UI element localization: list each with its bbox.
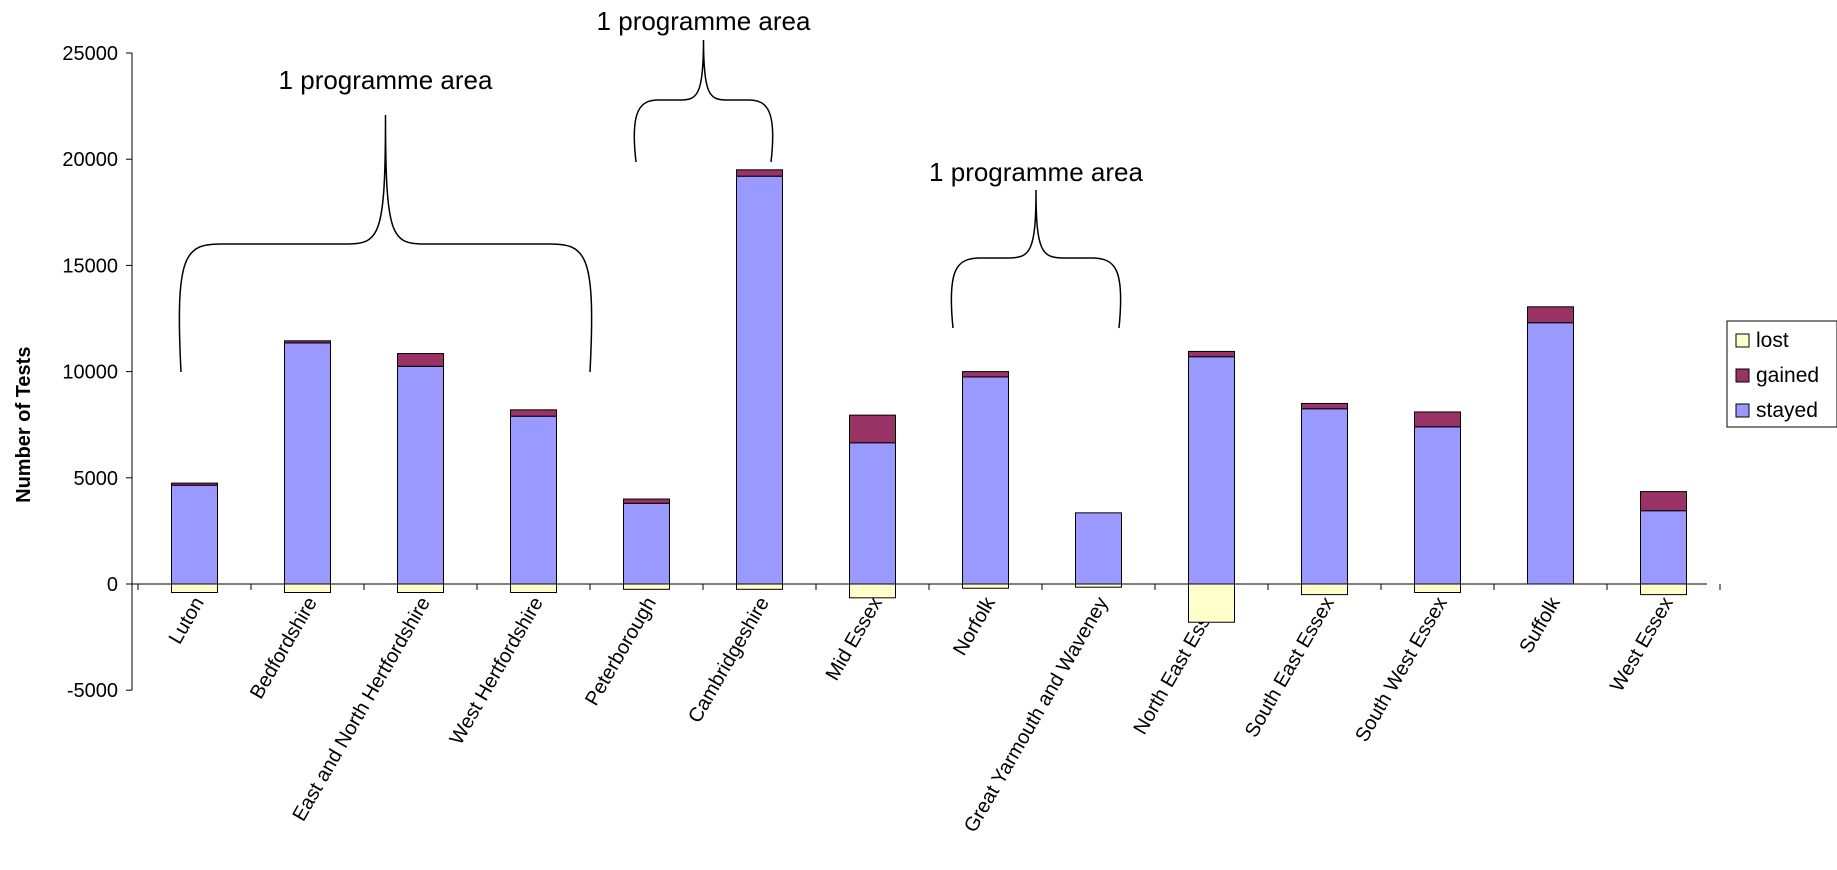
bar-gained [1640, 491, 1687, 512]
annotation-label: 1 programme area [279, 65, 493, 95]
legend-swatch-stayed [1735, 403, 1750, 418]
bar-lost [1188, 583, 1235, 623]
bar-lost [284, 583, 331, 593]
bar-stayed [962, 376, 1009, 585]
bar-gained [1414, 411, 1461, 428]
annotation-brace [633, 39, 774, 163]
y-tick-label: 5000 [74, 468, 119, 490]
bar-stayed [1188, 356, 1235, 585]
x-category-label: Bedfordshire [246, 594, 322, 703]
y-tick-label: 15000 [62, 255, 118, 277]
legend-label-lost: lost [1756, 329, 1789, 352]
bar-lost [849, 583, 896, 599]
annotation-label: 1 programme area [929, 157, 1143, 187]
bar-gained [962, 371, 1009, 378]
annotations-group: 1 programme area 1 programme area 1 progra… [178, 6, 1143, 373]
annotation-brace [178, 114, 593, 373]
legend: lost gained stayed [1726, 320, 1837, 428]
y-axis-title: Number of Tests [13, 347, 35, 503]
bar-gained [623, 498, 670, 504]
x-category-label: West Essex [1606, 594, 1678, 696]
bar-lost [736, 583, 783, 590]
bar-lost [1301, 583, 1348, 596]
bar-gained [1527, 306, 1574, 324]
x-category-label: Suffolk [1515, 593, 1565, 658]
x-category-label: Norfolk [949, 593, 1000, 660]
x-category-label: East and North Hertfordshire [288, 594, 434, 825]
y-tick-label: 0 [107, 574, 118, 596]
bar-gained [1188, 350, 1235, 358]
x-category-label: Cambridgeshire [684, 594, 774, 727]
x-category-label: Mid Essex [822, 594, 887, 685]
annotation-label: 1 programme area [597, 6, 811, 36]
annotation-brace [950, 189, 1122, 329]
bar-lost [397, 583, 444, 593]
bar-stayed [1414, 426, 1461, 585]
bar-gained [736, 169, 783, 177]
bar-stayed [1640, 510, 1687, 585]
bar-gained [171, 482, 218, 486]
bar-stayed [623, 502, 670, 585]
bar-stayed [736, 175, 783, 585]
bar-stayed [1301, 408, 1348, 585]
bar-stayed [510, 415, 557, 585]
y-tick-label: 25000 [62, 43, 118, 65]
bar-stayed [171, 484, 218, 585]
y-tick-label: -5000 [67, 680, 118, 702]
legend-swatch-gained [1735, 368, 1750, 383]
bar-gained [1301, 402, 1348, 410]
bar-lost [1414, 583, 1461, 593]
legend-swatch-lost [1735, 333, 1750, 348]
bar-gained [849, 414, 896, 444]
x-category-label: Peterborough [581, 594, 661, 710]
bar-stayed [1527, 322, 1574, 585]
bar-lost [1640, 583, 1687, 596]
bar-gained [397, 353, 444, 367]
bars-group [171, 169, 1687, 623]
bar-stayed [284, 342, 331, 585]
x-category-label: South West Essex [1351, 594, 1452, 746]
bar-stayed [397, 365, 444, 585]
x-category-label: South East Essex [1241, 594, 1339, 742]
bar-stayed [1075, 512, 1122, 585]
bar-lost [962, 583, 1009, 589]
bar-gained [510, 409, 557, 417]
legend-label-stayed: stayed [1756, 399, 1818, 422]
y-tick-label: 10000 [62, 362, 118, 384]
bar-stayed [849, 442, 896, 585]
bar-lost [1075, 583, 1122, 588]
bar-lost [510, 583, 557, 593]
y-tick-label: 20000 [62, 149, 118, 171]
legend-label-gained: gained [1756, 364, 1819, 387]
bar-lost [171, 583, 218, 593]
bar-gained [284, 340, 331, 344]
x-category-label: Luton [165, 594, 209, 648]
x-category-label: West Hertfordshire [446, 594, 548, 749]
bar-lost [623, 583, 670, 590]
